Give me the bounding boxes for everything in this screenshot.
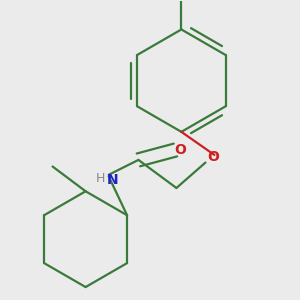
Text: N: N (107, 173, 118, 187)
Text: H: H (96, 172, 105, 184)
Text: O: O (207, 150, 219, 164)
Text: O: O (174, 143, 186, 157)
